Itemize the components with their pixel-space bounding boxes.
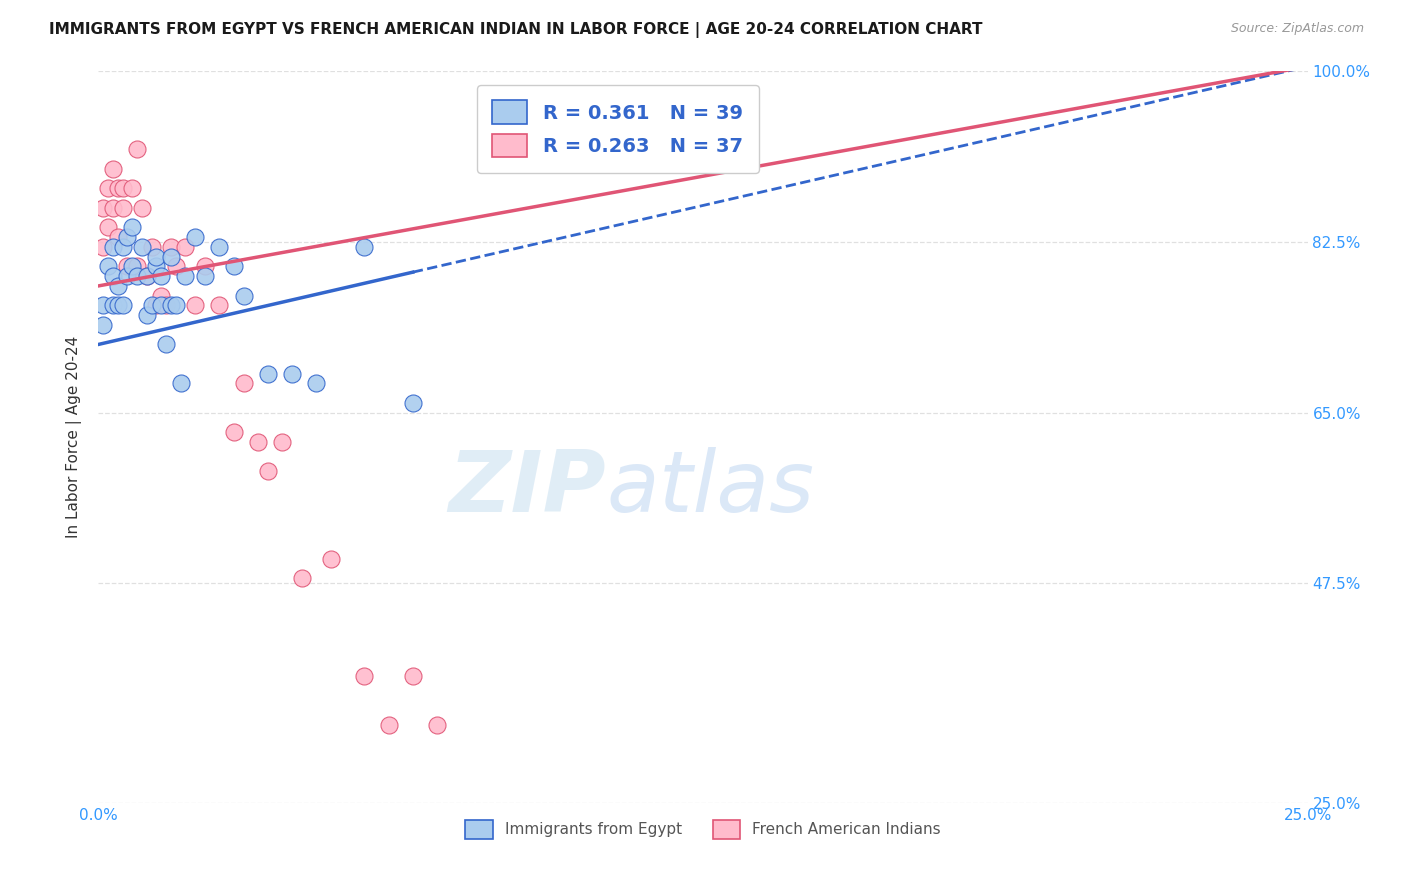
Point: [117, 260, 139, 274]
Legend: Immigrants from Egypt, French American Indians: Immigrants from Egypt, French American I…: [457, 813, 949, 847]
Point: [184, 298, 207, 312]
Point: [208, 298, 231, 312]
Point: [111, 240, 134, 254]
Point: [184, 230, 207, 244]
Point: [107, 298, 129, 312]
Point: [232, 288, 254, 302]
Point: [169, 376, 191, 391]
Point: [91, 201, 114, 215]
Point: [117, 230, 139, 244]
Text: ZIP: ZIP: [449, 447, 606, 530]
Text: IMMIGRANTS FROM EGYPT VS FRENCH AMERICAN INDIAN IN LABOR FORCE | AGE 20-24 CORRE: IMMIGRANTS FROM EGYPT VS FRENCH AMERICAN…: [49, 22, 983, 38]
Point: [141, 240, 163, 254]
Point: [111, 181, 134, 195]
Point: [101, 201, 124, 215]
Point: [101, 161, 124, 176]
Point: [91, 240, 114, 254]
Point: [101, 269, 124, 284]
Point: [271, 434, 294, 449]
Point: [222, 425, 245, 440]
Point: [111, 298, 134, 312]
Point: [160, 250, 183, 264]
Point: [107, 181, 129, 195]
Point: [155, 337, 177, 351]
Point: [155, 298, 177, 312]
Point: [97, 260, 120, 274]
Point: [141, 298, 163, 312]
Point: [208, 240, 231, 254]
Point: [97, 181, 120, 195]
Point: [145, 260, 167, 274]
Point: [135, 269, 157, 284]
Point: [101, 240, 124, 254]
Text: atlas: atlas: [606, 447, 814, 530]
Point: [107, 230, 129, 244]
Point: [174, 240, 197, 254]
Point: [121, 181, 143, 195]
Point: [91, 298, 114, 312]
Point: [165, 260, 187, 274]
Point: [127, 269, 149, 284]
Point: [426, 718, 449, 732]
Text: Source: ZipAtlas.com: Source: ZipAtlas.com: [1230, 22, 1364, 36]
Point: [150, 298, 173, 312]
Point: [232, 376, 254, 391]
Point: [145, 250, 167, 264]
Point: [402, 396, 425, 410]
Point: [160, 240, 183, 254]
Point: [256, 367, 278, 381]
Point: [150, 288, 173, 302]
Point: [256, 464, 278, 478]
Point: [290, 572, 312, 586]
Point: [165, 298, 187, 312]
Point: [117, 269, 139, 284]
Point: [160, 298, 183, 312]
Point: [131, 240, 153, 254]
Point: [101, 298, 124, 312]
Point: [135, 308, 157, 322]
Point: [150, 269, 173, 284]
Point: [194, 260, 217, 274]
Point: [121, 260, 143, 274]
Point: [247, 434, 270, 449]
Point: [174, 269, 197, 284]
Point: [402, 669, 425, 683]
Point: [127, 142, 149, 156]
Point: [194, 269, 217, 284]
Point: [319, 552, 342, 566]
Point: [121, 220, 143, 235]
Point: [222, 260, 245, 274]
Point: [353, 240, 375, 254]
Point: [107, 279, 129, 293]
Point: [135, 269, 157, 284]
Point: [91, 318, 114, 332]
Point: [97, 220, 120, 235]
Point: [281, 367, 304, 381]
Point: [145, 298, 167, 312]
Y-axis label: In Labor Force | Age 20-24: In Labor Force | Age 20-24: [66, 336, 83, 538]
Point: [353, 669, 375, 683]
Point: [305, 376, 328, 391]
Point: [131, 201, 153, 215]
Point: [377, 718, 399, 732]
Point: [111, 201, 134, 215]
Point: [127, 260, 149, 274]
